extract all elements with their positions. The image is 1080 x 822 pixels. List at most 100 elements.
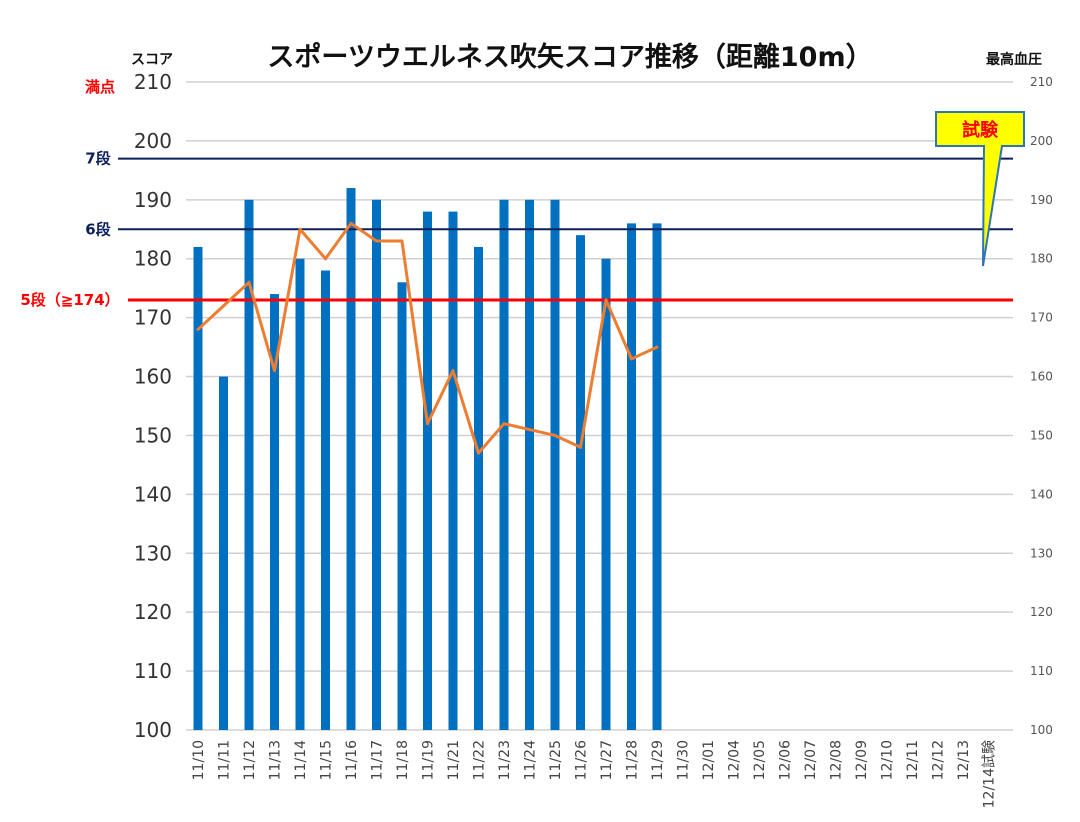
y2-tick-label: 150: [1030, 428, 1053, 442]
blood-pressure-point: [451, 369, 455, 373]
x-tick-label: 11/30: [676, 740, 692, 780]
y-tick-label: 130: [134, 541, 172, 565]
x-tick-label: 11/10: [191, 740, 207, 780]
blood-pressure-point: [349, 221, 353, 225]
y-tick-label: 120: [134, 600, 172, 624]
y-tick-label: 160: [134, 365, 172, 389]
y-tick-label: 140: [134, 482, 172, 506]
blood-pressure-point: [579, 445, 582, 449]
callout-text: 試験: [962, 119, 999, 141]
x-tick-label: 11/28: [625, 740, 641, 780]
x-tick-label: 11/17: [370, 740, 386, 780]
score-bar: [652, 223, 662, 730]
y2-tick-label: 100: [1030, 723, 1053, 737]
y-tick-label: 210: [134, 70, 172, 94]
score-bar: [372, 199, 381, 730]
y2-tick-label: 160: [1030, 370, 1053, 384]
x-tick-label: 11/19: [421, 740, 437, 780]
x-tick-label: 11/23: [497, 740, 513, 780]
y2-tick-label: 200: [1030, 134, 1053, 148]
blood-pressure-point: [400, 239, 404, 243]
score-bar: [346, 188, 356, 730]
x-tick-label: 12/06: [778, 740, 794, 780]
blood-pressure-point: [247, 280, 251, 284]
chart-title: スポーツウエルネス吹矢スコア推移（距離10m）: [267, 41, 872, 73]
blood-pressure-point: [196, 327, 200, 331]
y2-tick-label: 130: [1030, 546, 1053, 560]
score-bar: [499, 199, 509, 730]
blood-pressure-point: [426, 422, 429, 426]
blood-pressure-point: [222, 304, 225, 308]
x-tick-label: 11/18: [395, 740, 411, 780]
blood-pressure-point: [655, 345, 659, 349]
full-score-label: 満点: [85, 78, 115, 96]
axis-ticks: 100 110 120 130 140 150 160 170 180 190 200 210 100 1…: [134, 70, 1053, 808]
x-tick-label: 11/11: [217, 740, 233, 780]
reference-line-label: 7段: [85, 150, 110, 168]
y2-tick-label: 140: [1030, 487, 1053, 501]
score-bar: [219, 376, 228, 730]
score-bar: [321, 270, 330, 730]
score-bar: [627, 223, 636, 730]
y-axis-title: スコア: [131, 52, 173, 68]
x-tick-label: 12/14試験: [982, 740, 998, 808]
y2-tick-label: 110: [1030, 664, 1053, 678]
blood-pressure-point: [630, 357, 633, 361]
x-tick-label: 11/22: [472, 740, 488, 780]
score-bar: [474, 246, 483, 731]
x-tick-label: 12/11: [905, 740, 921, 780]
reference-line-label: 5段（≧174）: [20, 291, 119, 309]
y-tick-label: 180: [134, 247, 172, 271]
x-tick-label: 11/25: [548, 740, 564, 780]
rank-reference-lines: 7段 6段 5段（≧174）: [20, 150, 1013, 309]
y-tick-label: 150: [134, 423, 172, 447]
score-bar: [193, 246, 203, 731]
reference-line-label: 6段: [85, 220, 110, 238]
x-tick-label: 11/15: [319, 740, 335, 780]
y-tick-label: 100: [134, 718, 172, 742]
x-tick-label: 12/04: [727, 740, 743, 780]
y2-tick-label: 120: [1030, 605, 1053, 619]
grid-lines: [186, 81, 1013, 731]
y2-tick-label: 210: [1030, 75, 1053, 89]
x-tick-label: 12/01: [701, 740, 717, 780]
x-tick-label: 12/09: [854, 740, 870, 780]
x-tick-label: 11/29: [650, 740, 666, 780]
blood-pressure-point: [375, 239, 378, 243]
callout-shape: [935, 111, 1025, 267]
x-tick-label: 11/13: [268, 740, 284, 780]
score-bar: [550, 199, 560, 730]
blood-pressure-point: [553, 433, 557, 437]
blood-pressure-point: [528, 428, 531, 432]
x-tick-label: 12/05: [752, 740, 768, 780]
y2-tick-label: 180: [1030, 252, 1053, 266]
exam-callout: 試験: [935, 111, 1025, 267]
score-bar: [295, 258, 305, 730]
score-bar: [601, 258, 611, 730]
score-bar: [397, 282, 407, 730]
score-bar: [576, 235, 585, 730]
x-tick-label: 11/26: [574, 740, 590, 780]
score-bar: [270, 294, 279, 730]
blood-pressure-point: [298, 227, 302, 231]
blood-pressure-point: [273, 369, 276, 373]
x-tick-label: 12/13: [956, 740, 972, 780]
x-tick-label: 11/21: [446, 740, 462, 780]
x-tick-label: 11/14: [293, 740, 309, 780]
score-bar: [525, 199, 534, 730]
x-tick-label: 11/16: [344, 740, 360, 780]
y2-axis-title: 最高血圧: [986, 51, 1042, 68]
x-tick-label: 11/24: [523, 740, 539, 780]
blood-pressure-point: [604, 298, 608, 302]
score-bar: [448, 211, 458, 731]
y2-tick-label: 190: [1030, 193, 1053, 207]
x-tick-label: 11/27: [599, 740, 615, 780]
blood-pressure-point: [477, 451, 480, 455]
x-tick-label: 12/12: [931, 740, 947, 780]
x-tick-label: 12/10: [880, 740, 896, 780]
score-bars: [193, 188, 662, 731]
x-tick-label: 12/08: [829, 740, 845, 780]
y-tick-label: 190: [134, 188, 172, 212]
blood-pressure-point: [502, 422, 506, 426]
